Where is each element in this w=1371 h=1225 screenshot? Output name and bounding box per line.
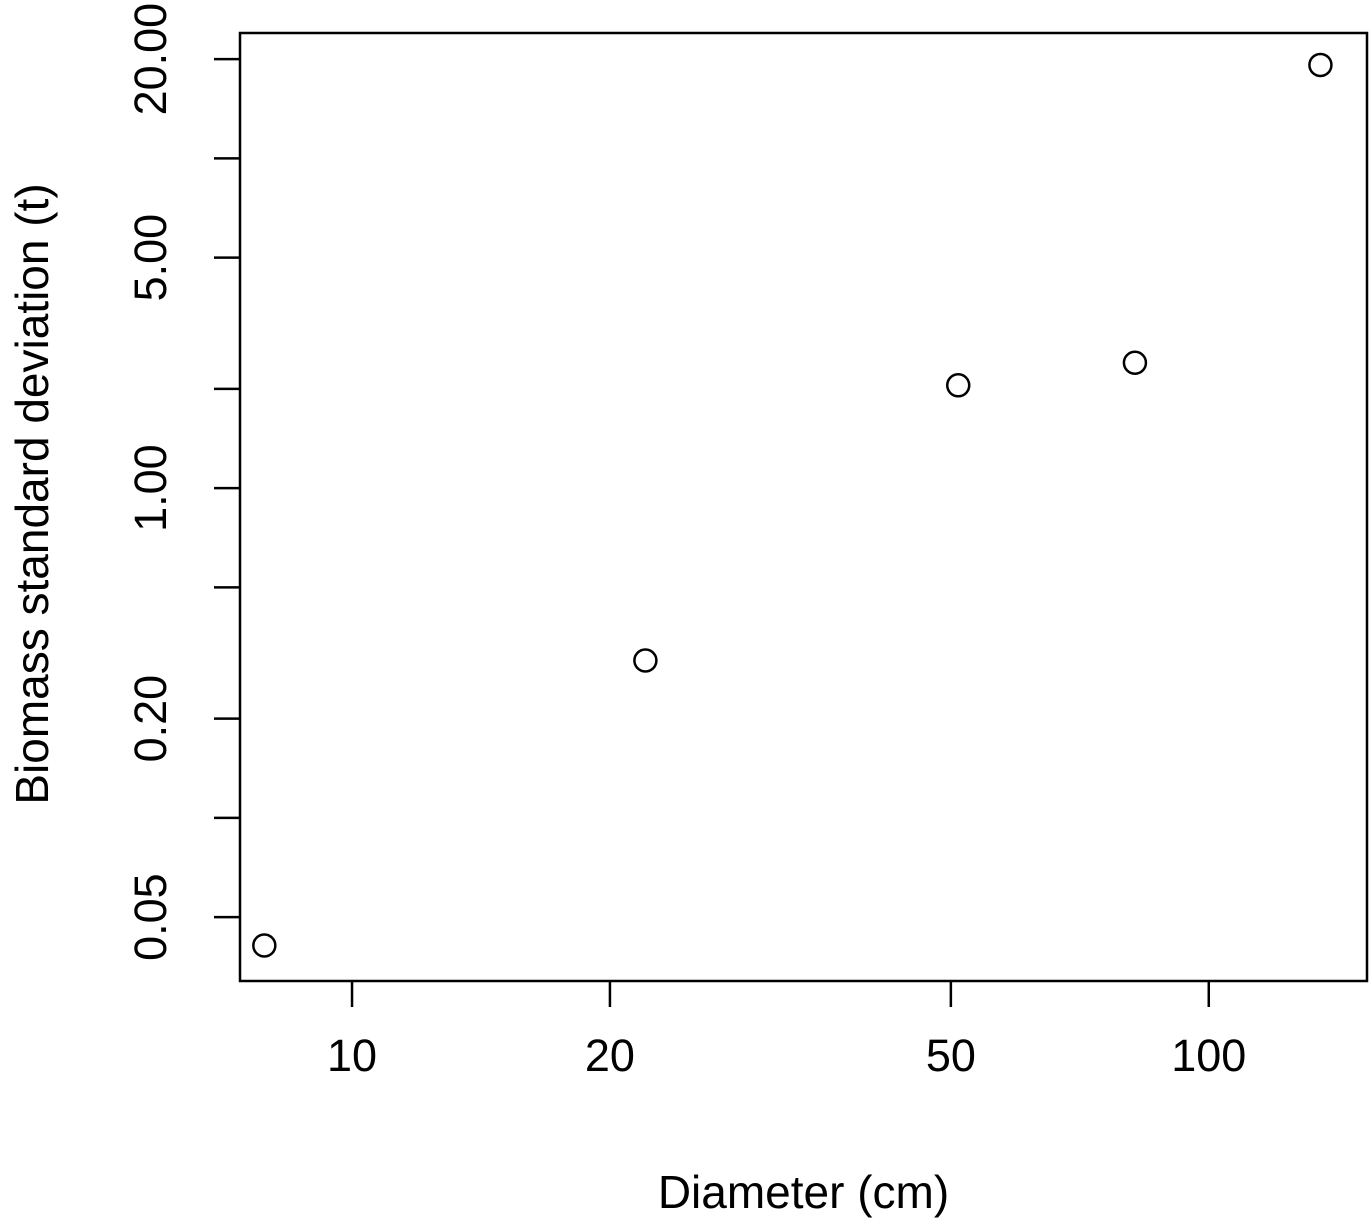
data-point (1308, 52, 1333, 78)
x-tick-label: 100 (1171, 1030, 1246, 1081)
data-point (945, 373, 971, 398)
y-tick-label: 0.20 (125, 675, 176, 763)
y-tick-label: 1.00 (125, 444, 176, 532)
y-tick-label: 5.00 (125, 214, 176, 302)
y-axis: 0.05 0.20 1.00 5.00 20.00 (125, 3, 240, 961)
x-tick-label: 10 (327, 1030, 377, 1081)
plot-frame (238, 31, 1369, 983)
x-tick-label: 20 (585, 1030, 635, 1081)
data-point (252, 933, 277, 958)
data-points (252, 52, 1333, 958)
data-point (1122, 350, 1148, 375)
y-axis-title: Biomass standard deviation (t) (6, 183, 58, 804)
x-axis: 10 20 50 100 (327, 981, 1246, 1081)
y-tick-label: 20.00 (125, 3, 176, 116)
x-tick-label: 50 (926, 1030, 976, 1081)
data-point (633, 648, 658, 673)
y-tick-label: 0.05 (125, 873, 176, 961)
x-axis-title: Diameter (cm) (658, 1166, 949, 1218)
